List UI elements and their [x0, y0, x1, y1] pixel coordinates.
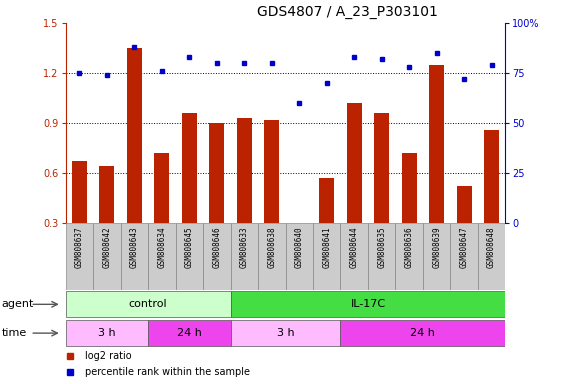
- Text: GSM808641: GSM808641: [322, 226, 331, 268]
- Text: GSM808634: GSM808634: [158, 226, 166, 268]
- Bar: [182, 113, 197, 223]
- Text: GSM808640: GSM808640: [295, 226, 304, 268]
- Bar: [423, 223, 451, 290]
- Bar: [203, 223, 231, 290]
- Text: GSM808637: GSM808637: [75, 226, 84, 268]
- Text: agent: agent: [2, 299, 34, 310]
- Text: GSM808647: GSM808647: [460, 226, 469, 268]
- Bar: [451, 223, 478, 290]
- Bar: [148, 223, 176, 290]
- Bar: [93, 223, 120, 290]
- Text: percentile rank within the sample: percentile rank within the sample: [86, 367, 251, 377]
- Text: GDS4807 / A_23_P303101: GDS4807 / A_23_P303101: [257, 5, 438, 19]
- Bar: [209, 123, 224, 223]
- Bar: [258, 223, 286, 290]
- Text: 24 h: 24 h: [177, 328, 202, 338]
- Text: control: control: [129, 299, 167, 310]
- Bar: [340, 320, 505, 346]
- Bar: [286, 223, 313, 290]
- Bar: [347, 103, 362, 223]
- Bar: [237, 118, 252, 223]
- Bar: [457, 186, 472, 223]
- Text: GSM808636: GSM808636: [405, 226, 413, 268]
- Bar: [99, 166, 114, 223]
- Text: GSM808644: GSM808644: [349, 226, 359, 268]
- Bar: [478, 223, 505, 290]
- Bar: [231, 320, 340, 346]
- Text: GSM808635: GSM808635: [377, 226, 386, 268]
- Text: 3 h: 3 h: [277, 328, 294, 338]
- Bar: [313, 223, 340, 290]
- Bar: [374, 113, 389, 223]
- Text: GSM808633: GSM808633: [240, 226, 249, 268]
- Bar: [484, 129, 499, 223]
- Bar: [401, 153, 417, 223]
- Bar: [120, 223, 148, 290]
- Bar: [264, 119, 279, 223]
- Bar: [154, 153, 170, 223]
- Text: 3 h: 3 h: [98, 328, 116, 338]
- Text: log2 ratio: log2 ratio: [86, 351, 132, 361]
- Bar: [127, 48, 142, 223]
- Text: GSM808645: GSM808645: [185, 226, 194, 268]
- Text: GSM808639: GSM808639: [432, 226, 441, 268]
- Text: GSM808643: GSM808643: [130, 226, 139, 268]
- Bar: [340, 223, 368, 290]
- Bar: [148, 320, 231, 346]
- Text: GSM808648: GSM808648: [487, 226, 496, 268]
- Text: IL-17C: IL-17C: [351, 299, 385, 310]
- Bar: [319, 178, 334, 223]
- Text: GSM808646: GSM808646: [212, 226, 222, 268]
- Text: GSM808642: GSM808642: [102, 226, 111, 268]
- Bar: [231, 223, 258, 290]
- Text: GSM808638: GSM808638: [267, 226, 276, 268]
- Bar: [72, 161, 87, 223]
- Bar: [429, 65, 444, 223]
- Bar: [368, 223, 395, 290]
- Bar: [66, 320, 148, 346]
- Text: time: time: [2, 328, 27, 338]
- Bar: [395, 223, 423, 290]
- Bar: [231, 291, 505, 317]
- Bar: [66, 291, 231, 317]
- Bar: [66, 223, 93, 290]
- Bar: [176, 223, 203, 290]
- Text: 24 h: 24 h: [411, 328, 435, 338]
